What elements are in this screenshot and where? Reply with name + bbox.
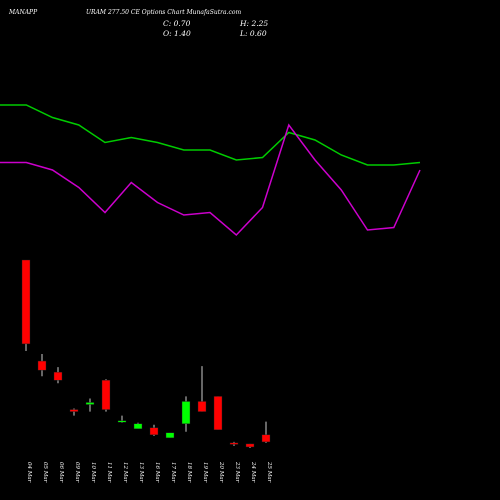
x-tick-label: 12 Mar: [122, 462, 128, 483]
low-value: L: 0.60: [240, 29, 267, 38]
x-tick-label: 05 Mar: [42, 462, 48, 483]
close-value: C: 0.70: [163, 19, 191, 28]
x-tick-label: 19 Mar: [202, 462, 208, 483]
candle-body: [37, 360, 47, 371]
x-tick-label: 23 Mar: [234, 461, 240, 483]
ma-short-line: [0, 123, 421, 237]
candle-body: [117, 420, 127, 423]
candle-body: [85, 402, 95, 405]
x-tick-label: 06 Mar: [58, 462, 64, 483]
candle-body: [197, 401, 207, 412]
x-tick-label: 10 Mar: [90, 462, 96, 483]
candle-body: [133, 423, 143, 429]
x-tick-label: 04 Mar: [26, 462, 32, 483]
candle-body: [181, 401, 191, 424]
x-tick-label: 24 Mar: [250, 461, 256, 483]
candle-body: [213, 396, 223, 430]
ma-long-line: [0, 104, 421, 166]
x-tick-label: 18 Mar: [186, 462, 192, 483]
x-tick-label: 09 Mar: [74, 462, 80, 483]
x-tick-label: 16 Mar: [154, 462, 160, 483]
candle-body: [149, 427, 159, 436]
x-tick-label: 17 Mar: [170, 462, 176, 483]
candle-body: [245, 443, 255, 448]
symbol-label: MANAPP: [9, 9, 38, 16]
x-tick-label: 20 Mar: [218, 461, 224, 483]
open-value: O: 1.40: [163, 29, 191, 38]
candle-body: [53, 371, 63, 381]
x-tick-label: 25 Mar: [266, 461, 272, 483]
high-value: H: 2.25: [240, 19, 269, 28]
candle-body: [165, 432, 175, 439]
candle-body: [101, 380, 111, 410]
candle-body: [229, 442, 239, 445]
x-tick-label: 13 Mar: [138, 462, 144, 483]
candle-body: [261, 434, 271, 443]
candle-body: [21, 259, 31, 345]
candle-body: [69, 409, 79, 412]
chart-title: URAM 277.50 CE Options Chart MunafaSutra…: [86, 9, 242, 16]
x-tick-label: 11 Mar: [106, 462, 112, 483]
